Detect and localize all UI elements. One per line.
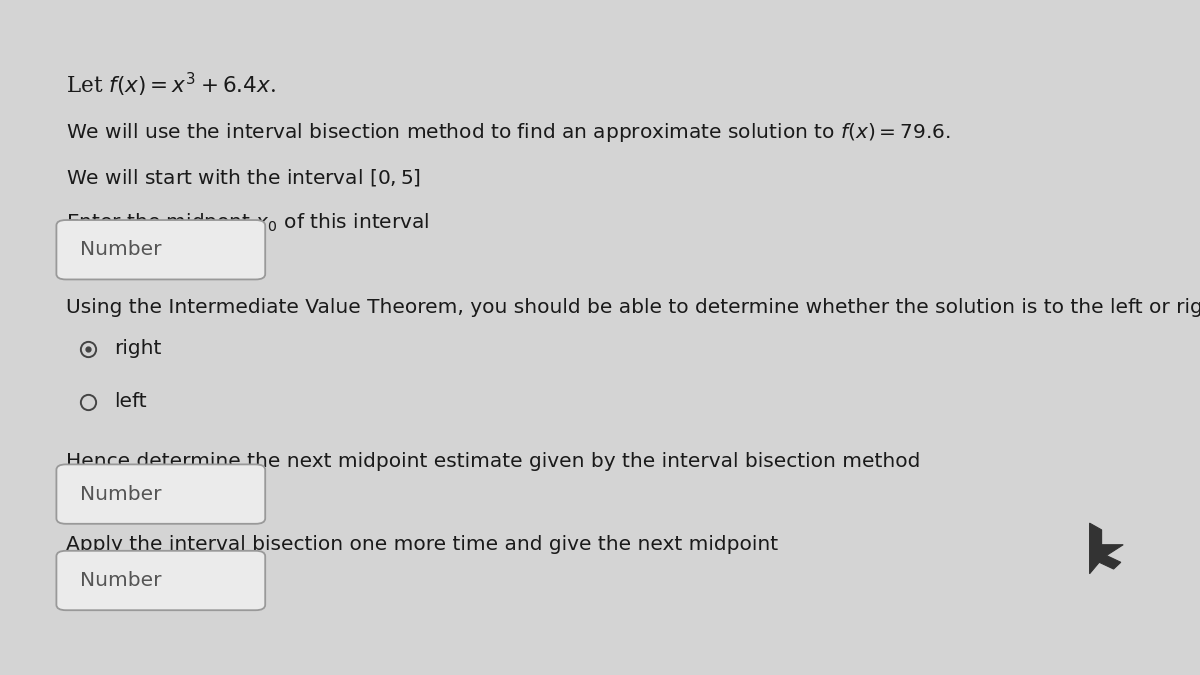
Text: Number: Number — [80, 485, 162, 504]
Text: We will start with the interval $[0, 5]$: We will start with the interval $[0, 5]$ — [66, 167, 421, 188]
FancyBboxPatch shape — [56, 464, 265, 524]
Text: Enter the midpont $x_0$ of this interval: Enter the midpont $x_0$ of this interval — [66, 211, 430, 234]
Text: right: right — [114, 340, 161, 358]
Text: Hence determine the next midpoint estimate given by the interval bisection metho: Hence determine the next midpoint estima… — [66, 452, 920, 471]
Text: We will use the interval bisection method to find an approximate solution to $f(: We will use the interval bisection metho… — [66, 122, 950, 144]
FancyBboxPatch shape — [56, 551, 265, 610]
Text: Using the Intermediate Value Theorem, you should be able to determine whether th: Using the Intermediate Value Theorem, yo… — [66, 298, 1200, 317]
Text: Apply the interval bisection one more time and give the next midpoint: Apply the interval bisection one more ti… — [66, 535, 778, 554]
Text: left: left — [114, 392, 146, 411]
Text: Number: Number — [80, 571, 162, 590]
FancyBboxPatch shape — [56, 220, 265, 279]
Text: Number: Number — [80, 240, 162, 259]
Text: Let $f(x) = x^3 + 6.4x$.: Let $f(x) = x^3 + 6.4x$. — [66, 71, 276, 99]
Polygon shape — [1090, 523, 1123, 574]
